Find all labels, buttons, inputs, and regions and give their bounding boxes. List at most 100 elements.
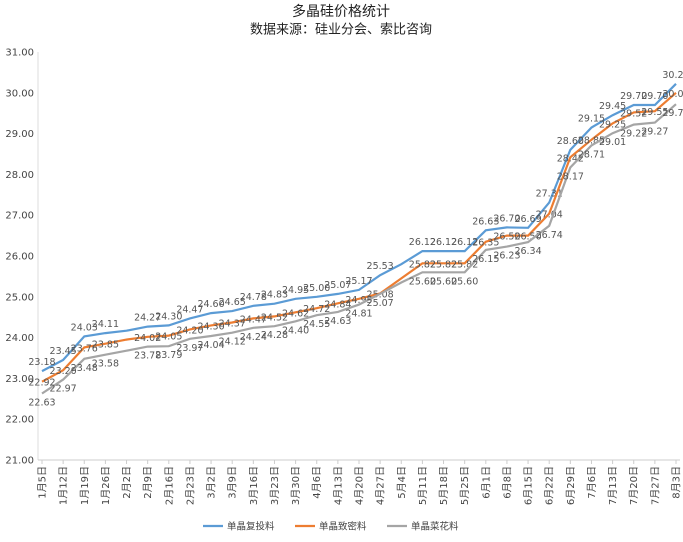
data-label: 25.60: [451, 276, 478, 287]
data-label: 24.84: [324, 299, 351, 310]
x-tick-label: 4月20日: [354, 466, 366, 505]
data-label: 26.50: [493, 232, 520, 243]
data-label: 24.40: [282, 325, 309, 336]
data-label: 23.20: [50, 366, 77, 377]
data-label: 24.63: [324, 316, 351, 327]
data-label: 22.92: [28, 378, 55, 389]
data-label: 23.78: [134, 351, 161, 362]
data-label: 29.70: [620, 91, 647, 102]
data-label: 24.20: [176, 325, 203, 336]
data-label: 28.71: [578, 149, 605, 160]
data-label: 23.48: [71, 363, 98, 374]
data-label: 26.70: [493, 213, 520, 224]
data-label: 29.01: [599, 137, 626, 148]
data-label: 25.00: [303, 283, 330, 294]
data-label: 26.50: [514, 232, 541, 243]
data-label: 30.00: [662, 89, 683, 100]
x-tick-label: 3月9日: [227, 466, 239, 499]
y-tick-label: 29.00: [5, 129, 34, 140]
data-label: 25.53: [367, 261, 394, 272]
data-label: 25.60: [409, 276, 436, 287]
data-label: 24.83: [261, 290, 288, 301]
y-tick-label: 26.00: [5, 252, 34, 263]
data-label: 28.17: [557, 171, 584, 182]
data-label: 26.63: [472, 216, 499, 227]
data-label: 29.15: [578, 113, 605, 124]
x-tick-label: 5月4日: [396, 466, 408, 499]
data-label: 26.23: [493, 251, 520, 262]
data-label: 24.55: [303, 319, 330, 330]
data-label: 24.04: [197, 340, 224, 351]
data-label: 24.30: [155, 311, 182, 322]
data-label: 29.52: [620, 108, 647, 119]
data-label: 26.69: [514, 214, 541, 225]
data-label: 24.47: [240, 314, 267, 325]
x-tick-label: 5月11日: [417, 466, 429, 505]
data-label: 26.15: [472, 254, 499, 265]
x-tick-label: 1月19日: [79, 466, 91, 505]
x-tick-label: 7月20日: [628, 466, 640, 505]
data-label: 26.34: [514, 246, 541, 257]
data-label: 25.07: [324, 280, 351, 291]
data-label: 26.12: [451, 237, 478, 248]
data-label: 24.60: [197, 299, 224, 310]
x-tick-label: 4月27日: [375, 466, 387, 505]
x-tick-label: 1月12日: [58, 466, 70, 505]
y-tick-label: 21.00: [5, 456, 34, 467]
legend-label: 单晶致密料: [319, 521, 367, 533]
data-label: 25.07: [367, 298, 394, 309]
y-tick-label: 24.00: [5, 333, 34, 344]
y-tick-label: 25.00: [5, 292, 34, 303]
data-label: 25.82: [430, 259, 457, 270]
data-label: 29.22: [620, 129, 647, 140]
x-tick-label: 5月25日: [459, 466, 471, 505]
data-label: 25.82: [451, 259, 478, 270]
data-label: 30.22: [662, 70, 683, 81]
data-label: 24.62: [282, 308, 309, 319]
data-label: 28.60: [557, 136, 584, 147]
data-label: 24.30: [197, 321, 224, 332]
data-label: 29.25: [599, 119, 626, 130]
data-label: 26.12: [430, 237, 457, 248]
x-tick-label: 2月2日: [121, 466, 133, 499]
chart-title: 多晶硅价格统计: [292, 3, 390, 20]
series-line: [41, 83, 677, 373]
data-label: 24.72: [303, 304, 330, 315]
data-label: 22.97: [50, 384, 77, 395]
data-label: 23.79: [155, 350, 182, 361]
x-tick-label: 3月2日: [206, 466, 218, 499]
data-label: 24.37: [219, 319, 246, 330]
x-tick-label: 4月13日: [332, 466, 344, 505]
y-tick-label: 31.00: [5, 48, 34, 59]
x-tick-label: 6月22日: [544, 466, 556, 505]
data-label: 29.45: [599, 101, 626, 112]
data-label: 27.04: [536, 210, 563, 221]
data-label: 24.12: [219, 337, 246, 348]
y-tick-label: 28.00: [5, 170, 34, 181]
data-label: 24.65: [219, 297, 246, 308]
x-tick-label: 2月16日: [163, 466, 175, 505]
data-label: 26.74: [536, 230, 563, 241]
data-label: 29.27: [641, 127, 668, 138]
x-tick-label: 6月15日: [523, 466, 535, 505]
x-tick-label: 8月3日: [671, 466, 683, 499]
data-label: 27.31: [536, 189, 563, 200]
data-label: 23.85: [92, 340, 119, 351]
data-label: 25.82: [409, 259, 436, 270]
y-tick-label: 30.00: [5, 88, 34, 99]
data-label: 24.11: [92, 319, 119, 330]
data-label: 25.17: [345, 276, 372, 287]
data-label: 24.05: [155, 332, 182, 343]
x-tick-label: 3月16日: [248, 466, 260, 505]
data-label: 24.78: [240, 292, 267, 303]
x-tick-label: 7月6日: [586, 466, 598, 499]
data-label: 24.24: [240, 332, 267, 343]
data-label: 25.60: [430, 276, 457, 287]
data-label: 24.52: [261, 312, 288, 323]
legend-label: 单晶复投料: [227, 521, 275, 533]
data-label: 23.18: [28, 357, 55, 368]
data-label: 28.85: [578, 136, 605, 147]
x-tick-label: 1月26日: [100, 466, 112, 505]
data-label: 24.95: [282, 285, 309, 296]
x-tick-label: 7月27日: [649, 466, 661, 505]
